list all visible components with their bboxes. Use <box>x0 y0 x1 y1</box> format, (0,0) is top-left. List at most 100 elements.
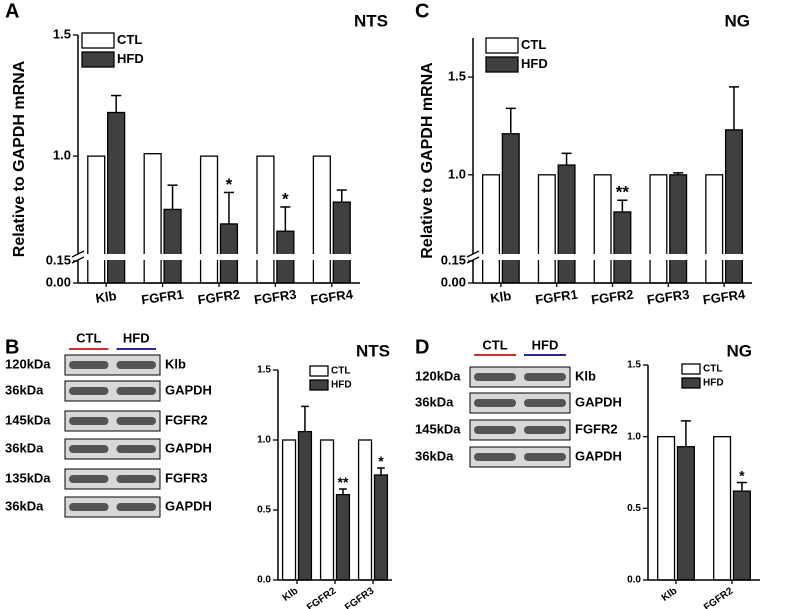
protein-label: GAPDH <box>165 440 212 455</box>
y-tick-label: 0.5 <box>627 503 641 514</box>
y-tick-label: 1.0 <box>448 166 466 181</box>
bar <box>332 201 351 284</box>
significance: ** <box>338 474 349 490</box>
blot-band <box>474 426 516 434</box>
bar <box>199 155 219 284</box>
axis-break-gap <box>470 254 476 260</box>
legend-swatch <box>309 379 329 391</box>
significance: * <box>739 468 745 484</box>
bar <box>557 164 576 284</box>
size-label: 36kDa <box>415 394 454 409</box>
bar <box>163 208 182 284</box>
bar <box>256 155 275 284</box>
bar <box>219 223 239 284</box>
x-tick-label: FGFR4 <box>310 286 355 307</box>
bar <box>732 490 751 581</box>
chart-title: NTS <box>356 341 390 360</box>
legend-swatch <box>81 51 115 68</box>
blot-strip <box>469 446 571 468</box>
legend-label: CTL <box>521 37 546 52</box>
x-tick-label: FGFR1 <box>140 287 184 308</box>
blot-band <box>69 445 109 453</box>
x-tick-label: Klb <box>489 288 512 306</box>
blot-strip <box>469 366 571 388</box>
bar <box>357 439 373 581</box>
y-tick-label: 1.0 <box>53 148 71 163</box>
group-label: HFD <box>532 337 559 352</box>
y-tick-label: 1.5 <box>448 69 466 84</box>
blot-band <box>116 503 156 511</box>
bar <box>613 211 632 284</box>
size-label: 36kDa <box>415 448 454 463</box>
y-tick-label: 1.5 <box>257 365 271 376</box>
bar <box>724 129 743 284</box>
size-label: 120kDa <box>5 356 51 371</box>
y-tick-label: 0.00 <box>441 274 466 289</box>
protein-label: GAPDH <box>575 394 622 409</box>
x-tick-label: Klb <box>281 586 301 604</box>
x-tick-label: FGFR3 <box>646 287 690 308</box>
legend-swatch <box>485 37 519 54</box>
x-tick-label: FGFR4 <box>702 286 747 307</box>
x-tick-label: Klb <box>95 288 118 306</box>
blot-band <box>69 503 109 511</box>
size-label: 36kDa <box>5 382 44 397</box>
legend-swatch <box>309 365 329 377</box>
blot-band <box>116 445 156 453</box>
legend-swatch <box>485 56 519 73</box>
blot-band <box>524 399 566 407</box>
axis-break-mark <box>71 250 85 258</box>
blot-band <box>69 417 109 425</box>
x-tick-label: FGFR3 <box>343 585 377 609</box>
blot-band <box>524 426 566 434</box>
x-tick-label: FGFR2 <box>197 287 241 308</box>
y-tick-label: 1.0 <box>627 431 641 442</box>
protein-label: FGFR2 <box>575 421 618 436</box>
bar <box>319 439 335 581</box>
legend-label: HFD <box>703 378 724 389</box>
y-tick-label: 0.0 <box>627 575 641 586</box>
axis-break-gap <box>75 254 81 260</box>
blot-strip <box>64 410 161 432</box>
significance: * <box>378 453 384 469</box>
legend-label: HFD <box>521 56 548 71</box>
axis-break-mark <box>466 250 480 258</box>
bar <box>649 174 668 284</box>
y-tick-label: 0.00 <box>46 274 71 289</box>
group-label: HFD <box>123 330 150 345</box>
legend-label: HFD <box>117 51 144 66</box>
y-axis-label: Relative to GAPDH mRNA <box>11 60 28 257</box>
x-tick-label: FGFR2 <box>590 287 634 308</box>
blot-strip <box>64 468 161 490</box>
y-tick-label: 1.5 <box>627 360 641 371</box>
axis-break-mark <box>71 256 85 264</box>
legend-swatch <box>681 377 701 389</box>
bar <box>501 133 520 284</box>
size-label: 135kDa <box>5 470 51 485</box>
size-label: 145kDa <box>415 421 461 436</box>
y-tick-label: 0.15 <box>441 252 466 267</box>
legend-swatch <box>681 363 701 375</box>
size-label: 145kDa <box>5 412 51 427</box>
protein-label: GAPDH <box>165 382 212 397</box>
y-tick-label: 1.5 <box>53 26 71 41</box>
legend-label: CTL <box>331 366 350 377</box>
blot-band <box>116 475 156 483</box>
protein-label: FGFR3 <box>165 470 208 485</box>
x-tick-label: FGFR3 <box>253 287 297 308</box>
axis-break-mask <box>70 254 362 260</box>
blot-strip <box>64 438 161 460</box>
blot-band <box>524 453 566 461</box>
panel-label: B <box>5 336 19 358</box>
group-label: CTL <box>76 330 101 345</box>
bar <box>593 174 612 284</box>
legend-swatch <box>81 32 115 49</box>
y-tick-label: 1.0 <box>257 435 271 446</box>
blot-band <box>69 475 109 483</box>
blot-strip <box>469 419 571 441</box>
x-tick-label: FGFR2 <box>702 585 736 609</box>
bar <box>537 174 556 284</box>
bar <box>676 446 695 581</box>
bar <box>143 153 162 284</box>
